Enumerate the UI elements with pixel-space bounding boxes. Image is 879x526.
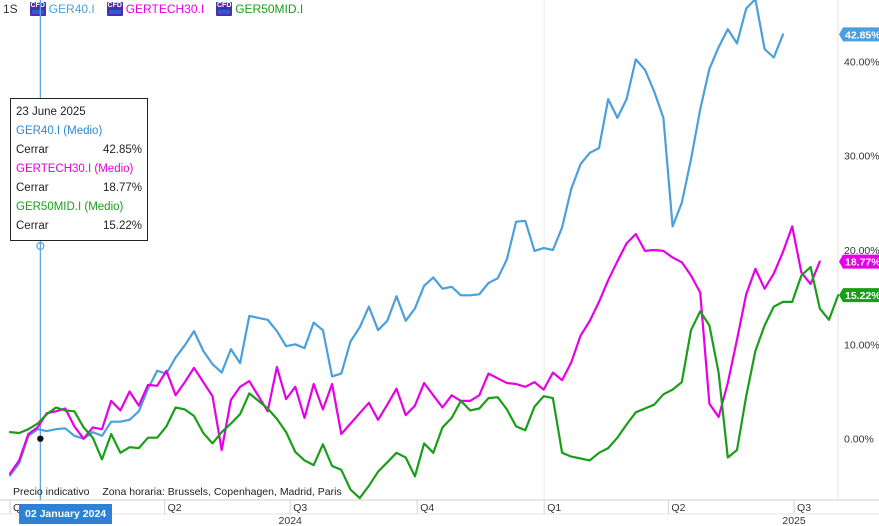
tooltip-series-name: GERTECH30.I (Medio) [16, 163, 134, 175]
tooltip-value: 15.22% [102, 220, 142, 232]
crosshair-point [37, 435, 44, 442]
indicative-price-note: Precio indicativo [13, 486, 90, 498]
tooltip-field-label: Cerrar [16, 220, 49, 232]
cfd-icon: CFD [29, 2, 46, 16]
last-value-label: 18.77% [845, 257, 879, 269]
year-label: 2025 [782, 515, 806, 526]
y-tick-label: 0.00% [844, 434, 874, 446]
y-tick-label: 10.00% [844, 339, 879, 351]
crosshair-handle [36, 241, 45, 251]
y-tick-label: 20.00% [844, 245, 879, 257]
y-tick-label: 40.00% [844, 56, 879, 68]
crosshair-tooltip: 23 June 2025 GER40.I (Medio) Cerrar 42.8… [10, 98, 148, 241]
series-line-ger50midi [8, 265, 840, 500]
tooltip-series-name: GER50MID.I (Medio) [16, 201, 124, 213]
last-value-label: 15.22% [845, 290, 879, 302]
legend-item-ger50mid[interactable]: CFD GER50MID.I [216, 2, 303, 16]
footer-note: Precio indicativo Zona horaria: Brussels… [13, 486, 352, 498]
timezone-note: Zona horaria: Brussels, Copenhagen, Madr… [102, 486, 342, 498]
x-tick-label: Q3 [797, 502, 811, 514]
x-tick-label: Q1 [547, 502, 561, 514]
series-line-gertech30i [8, 225, 821, 475]
tooltip-value: 18.77% [102, 182, 142, 194]
cfd-icon: CFD [216, 2, 233, 16]
x-tick-label: Q3 [293, 502, 307, 514]
legend-item-ger40[interactable]: CFD GER40.I [29, 2, 95, 16]
cfd-icon: CFD [106, 2, 123, 16]
last-value-badge [839, 288, 879, 303]
tooltip-value: 42.85% [102, 144, 142, 156]
tooltip-row: Cerrar 42.85% [16, 141, 142, 160]
series-line-ger40i [8, 0, 785, 477]
tooltip-date: 23 June 2025 [16, 106, 86, 118]
tooltip-field-label: Cerrar [16, 182, 49, 194]
legend-item-gertech30[interactable]: CFD GERTECH30.I [106, 2, 205, 16]
last-value-label: 42.85% [845, 29, 879, 41]
crosshair-date-badge: 02 January 2024 [19, 504, 113, 524]
tooltip-row: Cerrar 18.77% [16, 179, 142, 198]
x-tick-label: Q2 [168, 502, 182, 514]
tooltip-field-label: Cerrar [16, 144, 49, 156]
last-value-badge [839, 254, 879, 269]
tooltip-row: Cerrar 15.22% [16, 217, 142, 236]
year-label: 2024 [279, 515, 303, 526]
period-selector[interactable]: 1S [3, 2, 18, 16]
legend-label-ger40: GER40.I [48, 2, 95, 16]
last-value-badge [839, 27, 879, 42]
legend-label-gertech30: GERTECH30.I [125, 2, 205, 16]
x-tick-label: Q4 [420, 502, 434, 514]
y-tick-label: 30.00% [844, 151, 879, 163]
tooltip-series-name: GER40.I (Medio) [16, 125, 103, 137]
legend-label-ger50mid: GER50MID.I [235, 2, 304, 16]
x-tick-label: Q2 [671, 502, 685, 514]
chart-legend: 1S CFD GER40.I CFD GERTECH30.I CFD GER50… [0, 0, 315, 18]
